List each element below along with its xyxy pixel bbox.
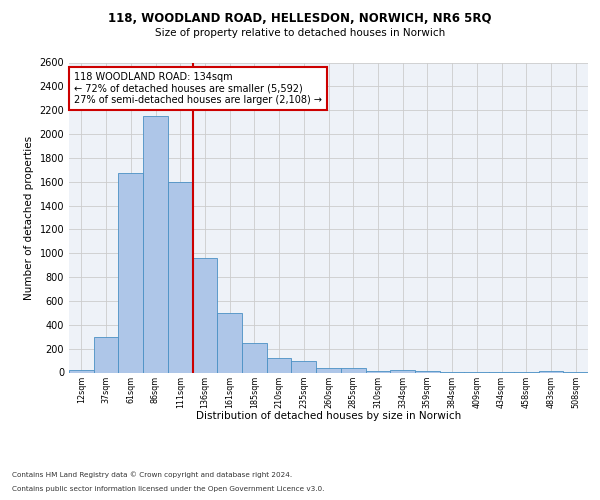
Bar [168, 182, 193, 372]
Bar [94, 336, 118, 372]
Text: Contains HM Land Registry data © Crown copyright and database right 2024.: Contains HM Land Registry data © Crown c… [12, 471, 292, 478]
Bar [341, 368, 365, 372]
Bar [118, 174, 143, 372]
Bar [143, 116, 168, 372]
Bar [390, 370, 415, 372]
Bar [69, 370, 94, 372]
Y-axis label: Number of detached properties: Number of detached properties [24, 136, 34, 300]
Bar [242, 344, 267, 372]
Text: Size of property relative to detached houses in Norwich: Size of property relative to detached ho… [155, 28, 445, 38]
Bar [316, 368, 341, 372]
Bar [193, 258, 217, 372]
Text: 118 WOODLAND ROAD: 134sqm
← 72% of detached houses are smaller (5,592)
27% of se: 118 WOODLAND ROAD: 134sqm ← 72% of detac… [74, 72, 322, 105]
X-axis label: Distribution of detached houses by size in Norwich: Distribution of detached houses by size … [196, 410, 461, 420]
Text: Contains public sector information licensed under the Open Government Licence v3: Contains public sector information licen… [12, 486, 325, 492]
Bar [365, 370, 390, 372]
Text: 118, WOODLAND ROAD, HELLESDON, NORWICH, NR6 5RQ: 118, WOODLAND ROAD, HELLESDON, NORWICH, … [108, 12, 492, 26]
Bar [292, 360, 316, 372]
Bar [267, 358, 292, 372]
Bar [217, 313, 242, 372]
